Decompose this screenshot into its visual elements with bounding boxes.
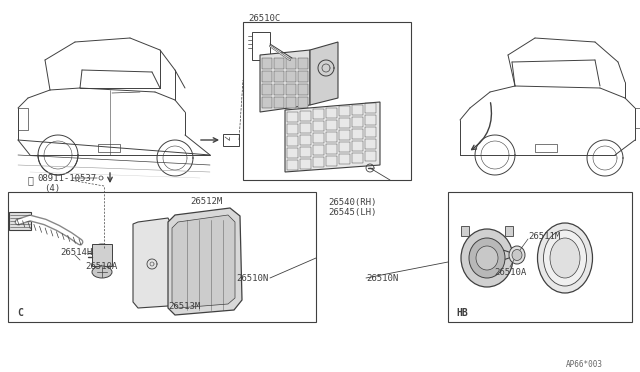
Bar xyxy=(274,58,284,69)
Ellipse shape xyxy=(538,223,593,293)
Bar xyxy=(535,144,557,152)
Text: Ⓝ: Ⓝ xyxy=(27,175,33,185)
Bar xyxy=(223,134,239,146)
Bar xyxy=(339,106,350,116)
Bar xyxy=(326,108,337,118)
Bar xyxy=(262,71,272,82)
Bar xyxy=(339,142,350,152)
Bar xyxy=(339,154,350,164)
Ellipse shape xyxy=(461,229,513,287)
Ellipse shape xyxy=(509,246,525,264)
Bar xyxy=(326,155,337,166)
Bar xyxy=(339,130,350,140)
Bar xyxy=(313,133,324,143)
Bar xyxy=(287,124,298,134)
Text: 26514H: 26514H xyxy=(60,248,92,257)
Bar xyxy=(313,109,324,119)
Bar xyxy=(448,192,632,322)
Bar xyxy=(300,147,311,157)
Ellipse shape xyxy=(512,250,522,260)
Bar xyxy=(298,84,308,95)
Bar xyxy=(287,160,298,170)
Bar xyxy=(300,135,311,144)
Bar xyxy=(262,84,272,95)
Bar xyxy=(352,153,363,163)
Bar xyxy=(286,71,296,82)
Bar xyxy=(262,97,272,108)
Bar xyxy=(313,121,324,131)
Bar xyxy=(326,119,337,129)
Ellipse shape xyxy=(92,244,112,256)
Bar xyxy=(300,158,311,169)
Bar xyxy=(326,144,337,154)
Bar xyxy=(286,58,296,69)
Text: 08911-10537: 08911-10537 xyxy=(37,174,96,183)
Bar xyxy=(461,226,469,236)
Bar xyxy=(352,116,363,126)
Text: AP66*003: AP66*003 xyxy=(566,360,603,369)
Bar xyxy=(298,58,308,69)
Bar xyxy=(252,32,270,60)
Text: 26545(LH): 26545(LH) xyxy=(328,208,376,217)
Text: C: C xyxy=(17,308,23,318)
Bar xyxy=(18,108,28,130)
Polygon shape xyxy=(260,50,310,112)
Bar xyxy=(9,212,31,230)
Text: 26512M: 26512M xyxy=(190,197,222,206)
Text: 26513M: 26513M xyxy=(168,302,200,311)
Bar xyxy=(365,151,376,161)
Bar xyxy=(287,148,298,158)
Bar xyxy=(365,103,376,113)
Bar xyxy=(352,141,363,151)
Polygon shape xyxy=(168,208,242,315)
Bar xyxy=(326,131,337,141)
Bar xyxy=(365,139,376,149)
Bar xyxy=(274,71,284,82)
Bar xyxy=(365,127,376,137)
Bar xyxy=(8,192,316,322)
Bar xyxy=(505,226,513,236)
Ellipse shape xyxy=(92,266,112,278)
Text: 26510C: 26510C xyxy=(248,14,280,23)
Bar xyxy=(365,115,376,125)
Ellipse shape xyxy=(550,238,580,278)
Text: 26510N: 26510N xyxy=(366,274,398,283)
Ellipse shape xyxy=(543,230,586,286)
Bar xyxy=(339,118,350,128)
Bar xyxy=(287,112,298,122)
Bar xyxy=(274,84,284,95)
Bar xyxy=(287,136,298,146)
Bar xyxy=(92,244,112,266)
Bar xyxy=(262,58,272,69)
Bar xyxy=(298,97,308,108)
Bar xyxy=(352,128,363,138)
Bar xyxy=(300,122,311,132)
Text: 26510A: 26510A xyxy=(85,262,117,271)
Bar xyxy=(298,71,308,82)
Text: (4): (4) xyxy=(44,184,60,193)
Bar xyxy=(286,84,296,95)
Bar xyxy=(635,108,640,128)
Text: 26540(RH): 26540(RH) xyxy=(328,198,376,207)
Polygon shape xyxy=(133,218,172,308)
Ellipse shape xyxy=(469,238,505,278)
Text: 26511M: 26511M xyxy=(528,232,560,241)
Text: HB: HB xyxy=(456,308,468,318)
Bar xyxy=(286,97,296,108)
Bar xyxy=(352,105,363,115)
Bar xyxy=(243,22,411,180)
Bar xyxy=(98,144,120,152)
Text: 26510A: 26510A xyxy=(494,268,526,277)
Text: 26510N: 26510N xyxy=(236,274,268,283)
Bar xyxy=(300,110,311,121)
Polygon shape xyxy=(310,42,338,105)
Bar xyxy=(274,97,284,108)
Bar xyxy=(313,157,324,167)
Bar xyxy=(313,145,324,155)
Polygon shape xyxy=(285,102,380,172)
Polygon shape xyxy=(172,215,235,308)
Ellipse shape xyxy=(476,246,498,270)
